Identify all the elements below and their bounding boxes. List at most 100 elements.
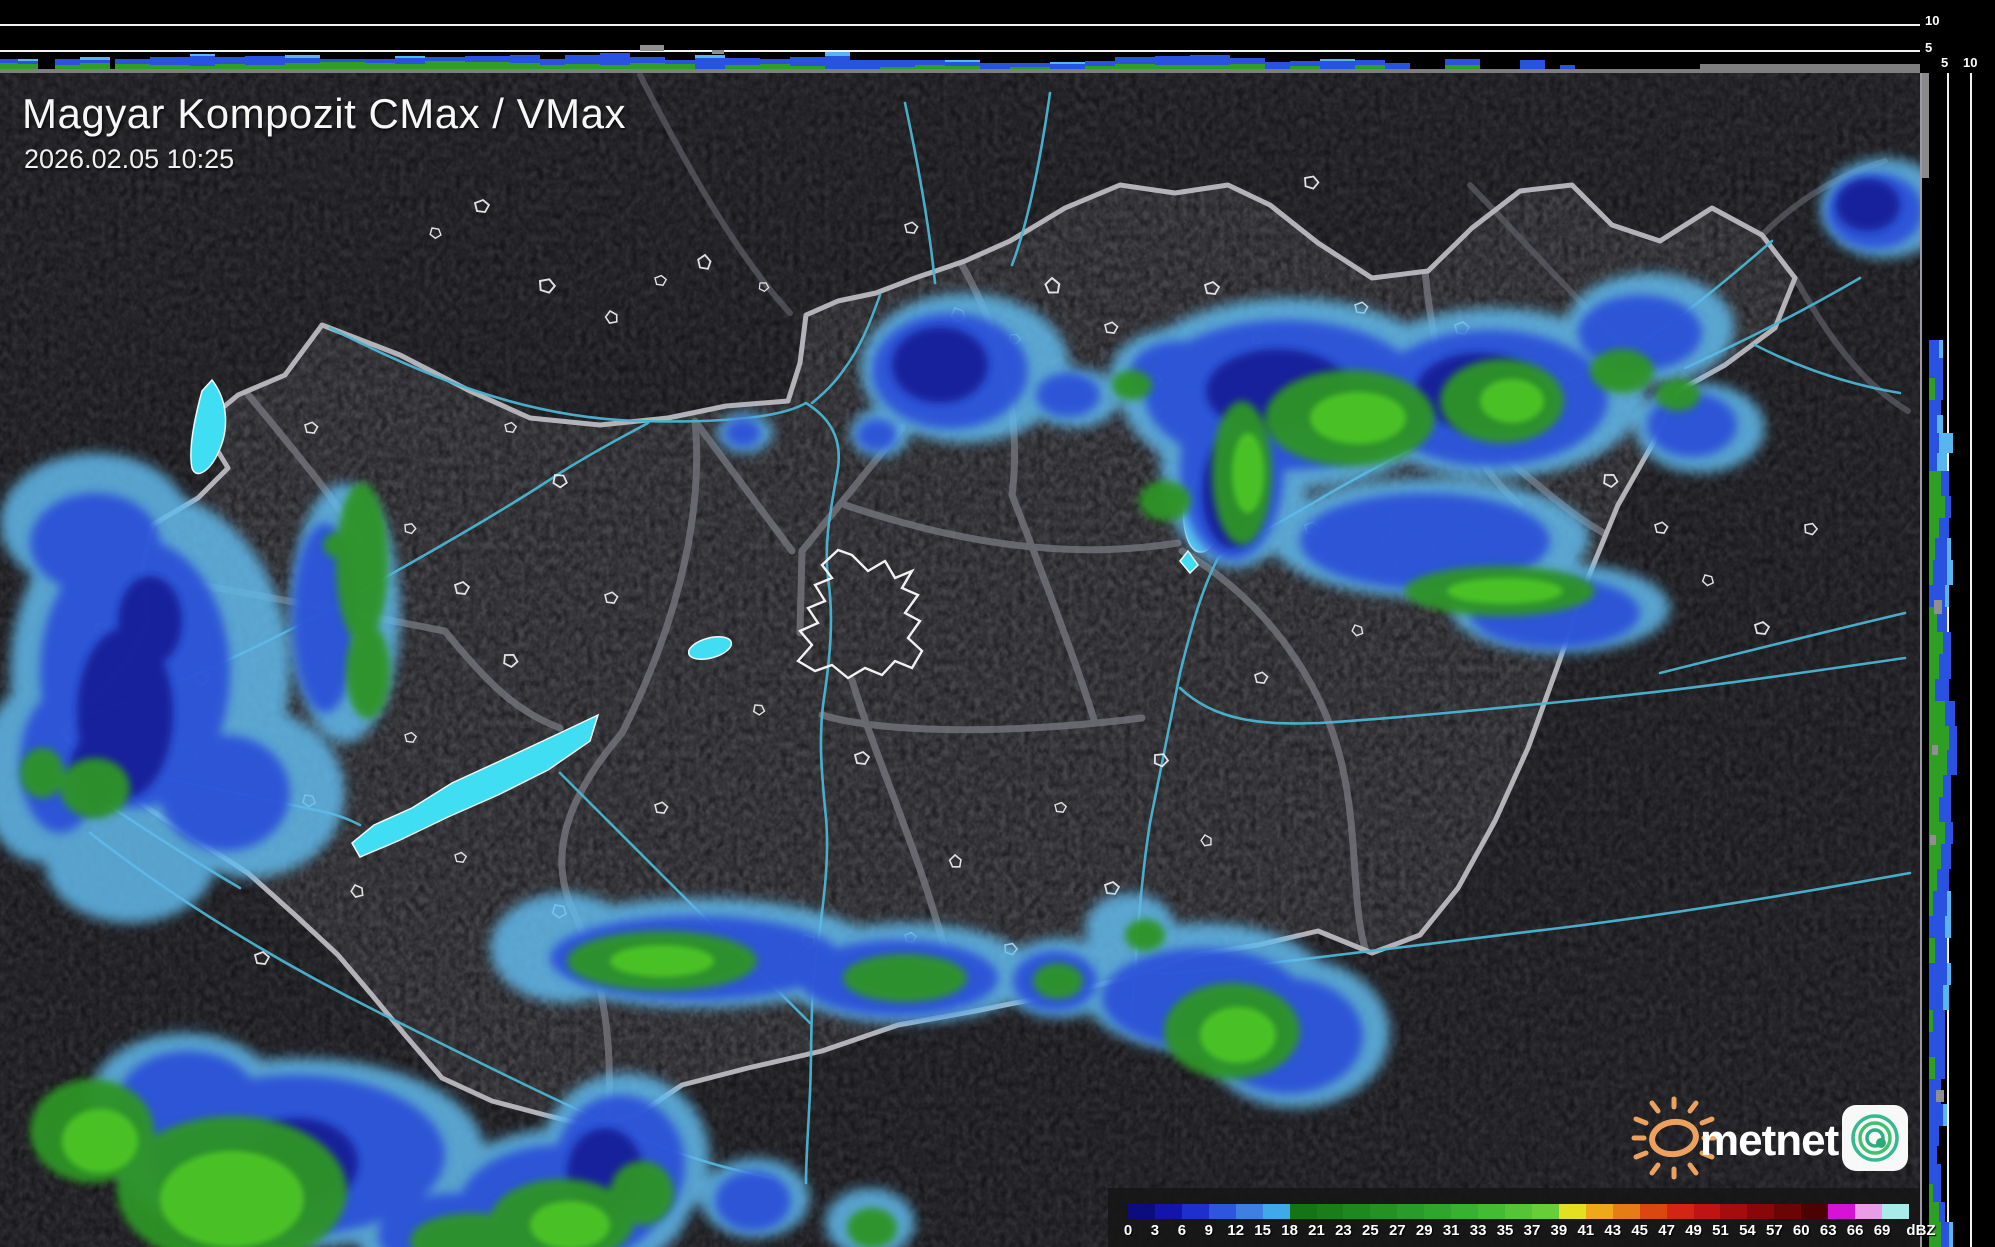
dbz-tick-label: 25: [1362, 1222, 1379, 1239]
right-echo-blue: [1949, 726, 1957, 750]
dbz-segment: [1639, 1204, 1668, 1219]
right-echo-green: [1929, 538, 1935, 560]
dbz-segment: [1128, 1204, 1156, 1219]
dbz-segment: [1882, 1204, 1910, 1219]
top-echo-blue: [1010, 63, 1050, 67]
top-echo-green: [395, 64, 425, 69]
top-echo-blue: [540, 59, 565, 65]
right-echo-green: [1929, 607, 1937, 632]
top-echo-blue: [695, 58, 725, 69]
right-echo-light: [1943, 1104, 1947, 1126]
top-echo-green: [510, 63, 540, 69]
top-echo-green: [1355, 65, 1385, 69]
top-echo-green: [465, 62, 510, 69]
top-echo-green: [115, 64, 150, 69]
dbz-tick-label: 21: [1308, 1222, 1325, 1239]
dbz-tick-label: 49: [1685, 1222, 1702, 1239]
top-echo-blue: [510, 55, 540, 63]
top-echo-light: [1050, 62, 1085, 64]
dbz-tick-label: 57: [1766, 1222, 1783, 1239]
right-echo-blue: [1935, 679, 1949, 701]
top-echo-blue: [245, 56, 285, 65]
map-right-edge: [1920, 73, 1922, 1247]
top-echo-green: [285, 63, 320, 69]
right-echo-blue: [1939, 654, 1951, 679]
dbz-segment: [1289, 1204, 1317, 1219]
top-echo-blue: [1190, 55, 1230, 65]
height-scale-corner: 10 5 5 10: [1920, 0, 1995, 73]
right-echo-blue: [1929, 1032, 1945, 1057]
top-echo-green: [760, 64, 790, 69]
top-echo-blue: [1085, 61, 1115, 66]
right-echo-blue: [1929, 1104, 1943, 1126]
logo-wordmark: metnet: [1700, 1116, 1840, 1165]
right-echo-light: [1947, 891, 1951, 916]
dbz-legend-panel: 0 3 6 9 12 15 18 21 23 25 27 29 31 33 35 37 39 41 43 45 47 49…: [1108, 1188, 1936, 1247]
right-terrain-mark: [1930, 835, 1936, 845]
top-echo-blue: [980, 63, 1010, 69]
right-echo-blue: [1941, 844, 1951, 869]
right-terrain-mark: [1932, 745, 1938, 755]
top-echo-blue: [665, 60, 695, 64]
top-echo-blue: [880, 60, 915, 67]
dbz-segment: [1531, 1204, 1560, 1219]
dbz-tick-label: 35: [1496, 1222, 1514, 1239]
right-echo-green: [1929, 844, 1941, 869]
dbz-tick-label: 15: [1254, 1222, 1271, 1239]
dbz-segment: [1451, 1204, 1479, 1219]
dbz-tick-label: 51: [1712, 1222, 1729, 1239]
top-echo-blue: [18, 61, 38, 64]
right-echo-blue: [1937, 607, 1947, 632]
dbz-tick-label: 69: [1873, 1222, 1891, 1239]
radar-map: [0, 72, 1950, 1247]
top-echo-blue: [825, 56, 850, 69]
top-terrain-raised: [1700, 64, 1920, 73]
top-echo-light: [695, 55, 725, 58]
top-echo-blue: [365, 59, 395, 63]
top-echo-blue: [915, 60, 945, 65]
top-echo-blue: [630, 57, 665, 63]
right-scale-10-label: 10: [1963, 55, 1978, 70]
timestamp: 2026.02.05 10:25: [24, 144, 235, 174]
dbz-segment: [1828, 1204, 1856, 1219]
dbz-tick-label: 27: [1388, 1222, 1406, 1239]
right-echo-blue: [1929, 985, 1943, 1010]
dbz-tick-label: 0: [1123, 1222, 1133, 1239]
dbz-segment: [1801, 1204, 1829, 1219]
right-echo-blue: [1935, 378, 1943, 400]
top-echo-green: [600, 65, 630, 69]
right-echo-green: [1929, 726, 1949, 750]
top-echo-blue: [760, 59, 790, 64]
dbz-tick-label: 47: [1658, 1222, 1675, 1239]
right-echo-blue: [1943, 632, 1951, 654]
dbz-segment: [1235, 1204, 1264, 1219]
top-echo-green: [1445, 65, 1480, 69]
top-echo-green: [190, 66, 215, 69]
top-echo-blue: [945, 62, 980, 66]
right-echo-green: [1929, 518, 1939, 538]
top-echo-blue: [1115, 57, 1155, 64]
dbz-segment: [1505, 1204, 1533, 1219]
metnet-logo: metnet: [1630, 1095, 1920, 1180]
right-echo-blue: [1929, 340, 1939, 358]
dbz-segment: [1262, 1204, 1291, 1219]
echo-bright-green: [62, 379, 1563, 1247]
right-echo-blue: [1941, 471, 1949, 496]
dbz-tick-label: 12: [1227, 1222, 1245, 1239]
right-echo-green: [1929, 701, 1945, 726]
right-echo-blue: [1929, 1126, 1939, 1146]
right-echo-light: [1949, 1222, 1953, 1247]
dbz-segment: [1693, 1204, 1721, 1219]
dbz-tick-label: 43: [1604, 1222, 1622, 1239]
top-echo-blue: [600, 53, 630, 65]
top-echo-green: [18, 64, 38, 69]
dbz-tick-label: 45: [1631, 1222, 1649, 1239]
right-echo-green: [1929, 632, 1943, 654]
right-echo-blue: [1939, 518, 1949, 538]
right-echo-green: [1929, 750, 1947, 775]
right-echo-green: [1929, 797, 1939, 822]
top-echo-blue: [1230, 58, 1265, 64]
right-echo-blue: [1929, 916, 1945, 938]
top-echo-blue: [725, 58, 760, 65]
top-echo-green: [1010, 67, 1050, 69]
